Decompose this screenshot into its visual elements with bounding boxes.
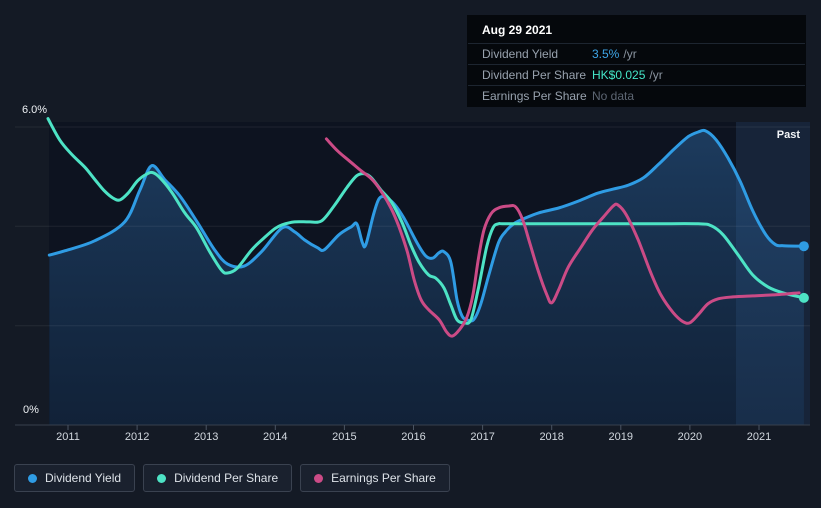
tooltip-row: Dividend Per Share HK$0.025/yr bbox=[468, 64, 805, 85]
legend-item-dividend-yield[interactable]: Dividend Yield bbox=[14, 464, 136, 492]
chart-legend: Dividend Yield Dividend Per Share Earnings… bbox=[14, 464, 450, 492]
x-axis-year-label: 2020 bbox=[677, 431, 703, 443]
legend-item-label: Dividend Yield bbox=[45, 471, 122, 485]
tooltip-row-value: No data bbox=[592, 89, 635, 103]
x-axis-year-label: 2016 bbox=[401, 431, 426, 443]
x-axis-year-label: 2014 bbox=[263, 431, 288, 443]
tooltip-row-value: HK$0.025 bbox=[592, 68, 646, 82]
chart-tooltip: Aug 29 2021 Dividend Yield 3.5%/yr Dividen… bbox=[467, 15, 806, 107]
series-color-dot bbox=[157, 473, 167, 483]
x-axis-year-label: 2018 bbox=[539, 431, 564, 443]
y-axis-max-label: 6.0% bbox=[22, 104, 48, 116]
past-period-highlight bbox=[736, 122, 810, 425]
legend-item-earnings-per-share[interactable]: Earnings Per Share bbox=[300, 464, 450, 492]
legend-item-dividend-per-share[interactable]: Dividend Per Share bbox=[143, 464, 293, 492]
tooltip-row-value: 3.5% bbox=[592, 47, 620, 61]
x-axis-year-label: 2015 bbox=[332, 431, 357, 443]
series-color-dot bbox=[314, 473, 324, 483]
x-axis-year-label: 2019 bbox=[608, 431, 634, 443]
x-axis-year-label: 2017 bbox=[470, 431, 495, 443]
tooltip-row-unit: /yr bbox=[623, 47, 637, 61]
chart-plot-area[interactable] bbox=[49, 122, 810, 425]
tooltip-row-unit: /yr bbox=[649, 68, 663, 82]
x-axis-year-label: 2021 bbox=[746, 431, 772, 443]
x-axis-year-label: 2013 bbox=[193, 431, 219, 443]
tooltip-row-label: Earnings Per Share bbox=[482, 89, 587, 103]
tooltip-row-label: Dividend Per Share bbox=[482, 68, 587, 82]
tooltip-row: Earnings Per Share No data bbox=[468, 85, 805, 106]
y-axis-min-label: 0% bbox=[23, 404, 39, 416]
tooltip-row: Dividend Yield 3.5%/yr bbox=[468, 43, 805, 64]
series-color-dot bbox=[28, 473, 37, 483]
tooltip-date: Aug 29 2021 bbox=[482, 23, 553, 37]
legend-item-label: Earnings Per Share bbox=[331, 471, 436, 485]
x-axis-year-label: 2012 bbox=[124, 431, 150, 443]
past-region-label: Past bbox=[776, 129, 800, 141]
legend-item-label: Dividend Per Share bbox=[174, 471, 279, 485]
x-axis-year-label: 2011 bbox=[56, 431, 80, 443]
tooltip-row-label: Dividend Yield bbox=[482, 47, 559, 61]
